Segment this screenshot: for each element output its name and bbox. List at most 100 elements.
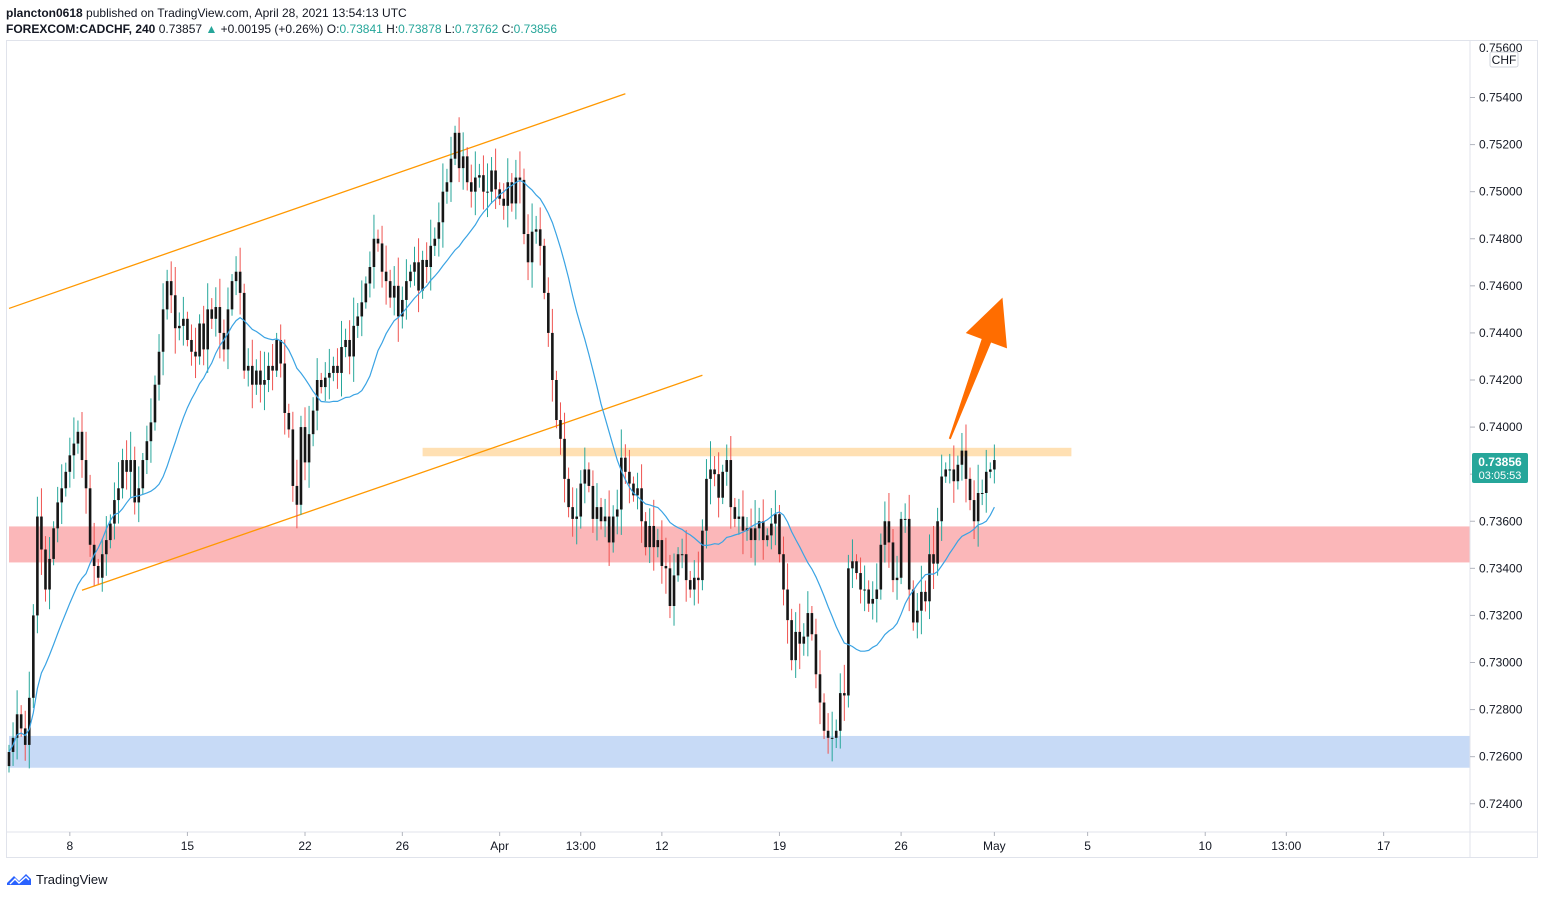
candle[interactable] <box>542 238 546 300</box>
candle[interactable] <box>105 516 108 576</box>
candle[interactable] <box>928 534 931 620</box>
candle[interactable] <box>453 125 457 166</box>
candle[interactable] <box>194 327 197 379</box>
candle[interactable] <box>153 375 157 431</box>
candle[interactable] <box>672 553 676 626</box>
candle[interactable] <box>279 324 282 378</box>
candle[interactable] <box>680 538 684 569</box>
candle[interactable] <box>7 744 11 773</box>
candle[interactable] <box>632 476 635 502</box>
candle[interactable] <box>295 459 299 529</box>
candle[interactable] <box>725 444 729 486</box>
candle[interactable] <box>770 508 773 550</box>
candle[interactable] <box>749 508 753 558</box>
candle[interactable] <box>761 499 765 560</box>
candle[interactable] <box>64 462 68 497</box>
candle[interactable] <box>510 173 514 212</box>
candle[interactable] <box>352 297 355 382</box>
candle[interactable] <box>401 286 404 329</box>
candle[interactable] <box>348 320 351 375</box>
candle[interactable] <box>303 407 307 481</box>
candles-layer[interactable] <box>7 117 996 773</box>
candle[interactable] <box>271 343 274 391</box>
candle[interactable] <box>506 158 510 228</box>
candle[interactable] <box>692 560 696 606</box>
candle[interactable] <box>765 528 769 547</box>
candle[interactable] <box>697 551 700 604</box>
candle[interactable] <box>640 464 643 543</box>
candle[interactable] <box>867 580 870 612</box>
candle[interactable] <box>469 164 473 208</box>
candle[interactable] <box>879 533 883 600</box>
candle[interactable] <box>595 483 599 541</box>
candle[interactable] <box>924 580 927 612</box>
candle[interactable] <box>899 511 903 585</box>
candle[interactable] <box>668 554 672 619</box>
candle[interactable] <box>709 441 712 505</box>
candle[interactable] <box>48 537 51 610</box>
candle[interactable] <box>421 250 424 299</box>
candle[interactable] <box>660 520 664 584</box>
candle[interactable] <box>141 452 145 495</box>
candle[interactable] <box>291 411 295 502</box>
candle[interactable] <box>214 287 218 337</box>
candle[interactable] <box>40 488 43 575</box>
candle[interactable] <box>778 505 781 563</box>
candle[interactable] <box>234 256 238 296</box>
candle[interactable] <box>133 446 137 515</box>
candle[interactable] <box>830 711 834 762</box>
candle[interactable] <box>984 449 988 513</box>
candle[interactable] <box>368 251 372 298</box>
candle[interactable] <box>563 412 566 503</box>
candle[interactable] <box>340 320 343 397</box>
candle[interactable] <box>299 415 303 515</box>
footer-brand[interactable]: TradingView <box>6 870 108 888</box>
candle[interactable] <box>721 464 724 505</box>
candle[interactable] <box>567 467 570 518</box>
candle[interactable] <box>964 424 968 503</box>
candle[interactable] <box>814 618 818 689</box>
candle[interactable] <box>851 539 854 589</box>
candle[interactable] <box>409 264 412 288</box>
candle[interactable] <box>360 280 364 337</box>
candle[interactable] <box>786 563 789 644</box>
candle[interactable] <box>794 612 797 678</box>
candle[interactable] <box>757 507 761 541</box>
candle[interactable] <box>36 496 39 634</box>
candle[interactable] <box>396 257 400 342</box>
candle[interactable] <box>449 136 453 202</box>
candle[interactable] <box>741 490 745 555</box>
candle[interactable] <box>591 470 595 533</box>
candle[interactable] <box>960 432 964 481</box>
candle[interactable] <box>323 362 327 402</box>
candle[interactable] <box>372 214 376 289</box>
candle[interactable] <box>149 398 153 463</box>
candle[interactable] <box>624 444 627 484</box>
candle[interactable] <box>891 529 895 593</box>
candle[interactable] <box>916 593 919 639</box>
candle[interactable] <box>259 350 262 403</box>
candle[interactable] <box>437 202 441 257</box>
candle[interactable] <box>551 308 554 402</box>
candle[interactable] <box>599 497 603 530</box>
candle[interactable] <box>32 604 35 708</box>
currency-badge[interactable] <box>1489 51 1519 68</box>
candle[interactable] <box>490 157 493 204</box>
candle[interactable] <box>652 499 656 571</box>
candle[interactable] <box>117 462 120 524</box>
candle[interactable] <box>676 547 680 582</box>
candle[interactable] <box>461 132 465 190</box>
candle[interactable] <box>571 487 574 537</box>
candle[interactable] <box>636 472 639 510</box>
candle[interactable] <box>182 296 185 346</box>
candle[interactable] <box>733 497 737 528</box>
candle[interactable] <box>555 370 558 429</box>
candle[interactable] <box>226 287 230 370</box>
candle[interactable] <box>607 490 611 566</box>
candle[interactable] <box>843 664 846 721</box>
candle[interactable] <box>287 403 291 438</box>
candle[interactable] <box>587 462 591 493</box>
candle[interactable] <box>388 269 392 308</box>
candle[interactable] <box>530 203 534 288</box>
candle[interactable] <box>380 225 384 288</box>
